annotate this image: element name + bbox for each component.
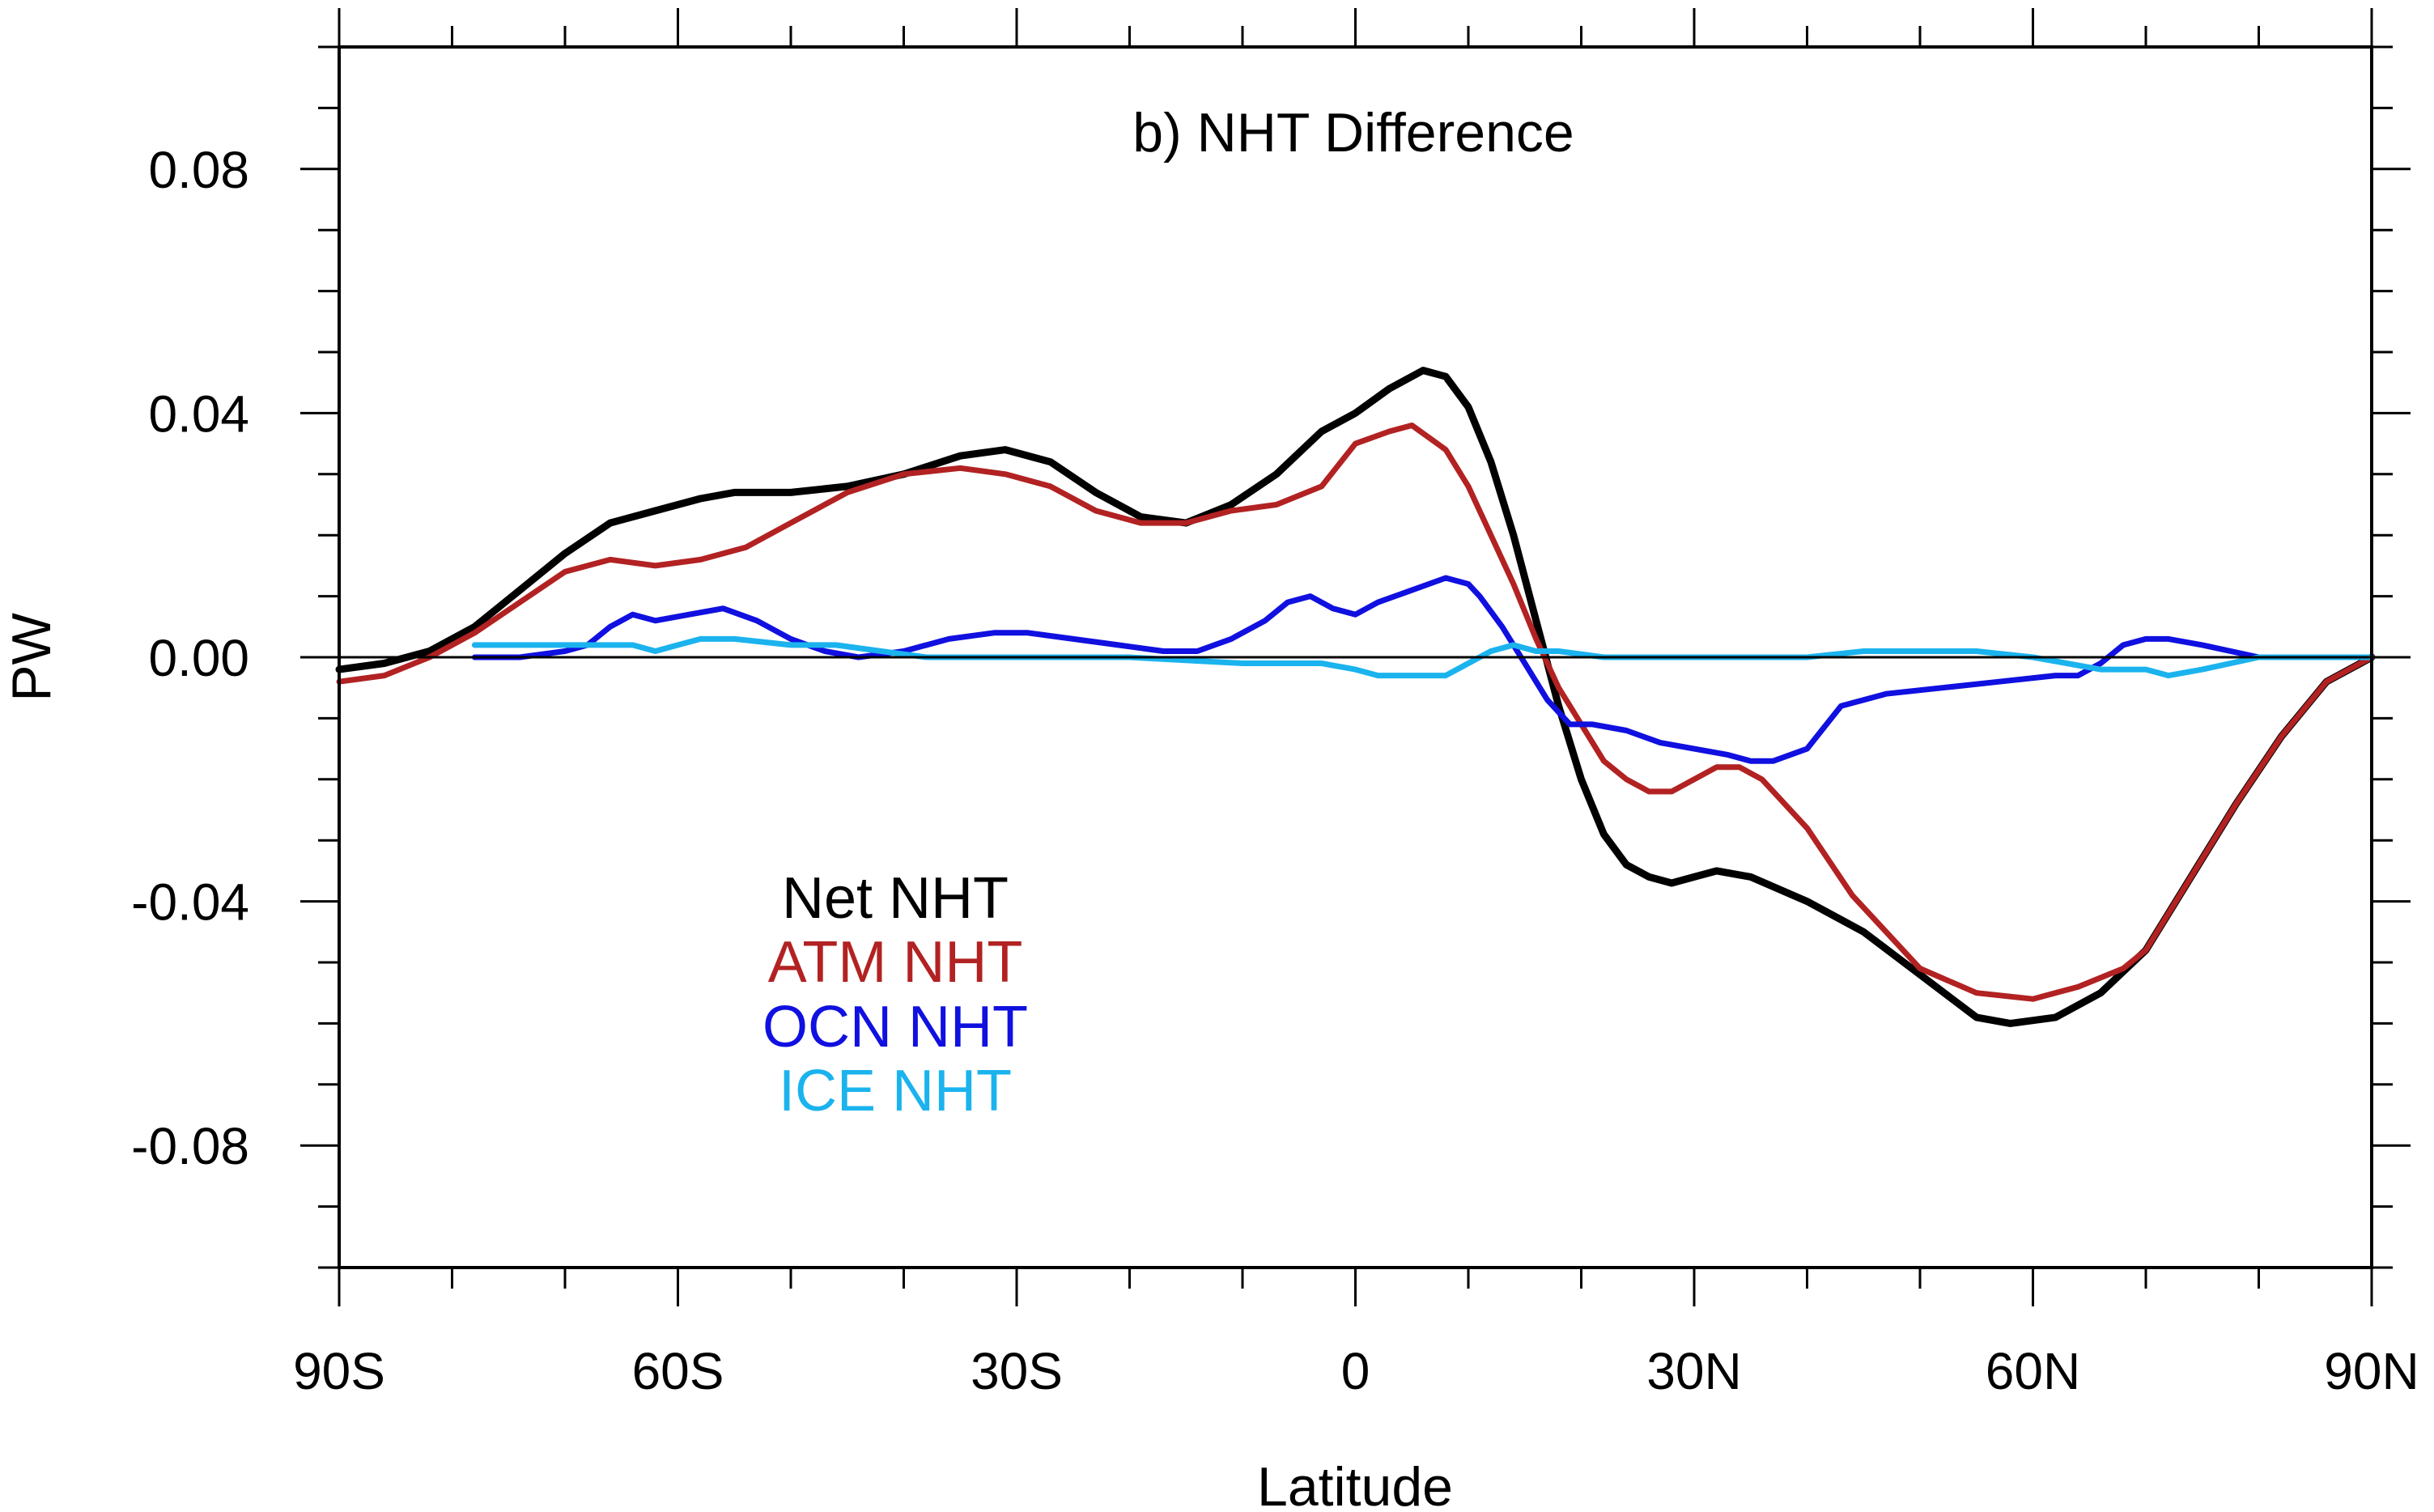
y-tick-label: 0.00 [148,629,249,687]
y-tick-label: -0.04 [131,873,249,932]
series-line-ocn-nht [471,575,2375,764]
series-line-atm-nht [336,423,2375,1002]
legend-entry-ice-nht: ICE NHT [779,1059,1012,1123]
series-line-net-nht [335,367,2376,1027]
chart-title: b) NHT Difference [1132,102,1574,164]
tick-layer: 90S 60S 30S 0 30N 60N 90N 0.08 0.04 0.00 -0.04 -0.0… [131,8,2419,1400]
series-line-ice-nht [471,635,2375,679]
x-tick-label: 30N [1646,1342,1741,1400]
y-tick-label: -0.08 [131,1117,249,1175]
x-tick-label: 90S [293,1342,385,1400]
x-tick-label: 30S [971,1342,1063,1400]
legend-entry-net-nht: Net NHT [782,866,1009,931]
x-tick-label: 0 [1341,1342,1370,1400]
x-tick-label: 60N [1986,1342,2080,1400]
x-tick-label: 90N [2324,1342,2419,1400]
x-axis-title: Latitude [1257,1456,1453,1512]
series-layer [335,367,2376,1027]
x-tick-label: 60S [632,1342,724,1400]
legend-entry-ocn-nht: OCN NHT [762,995,1028,1060]
y-axis-title: PW [1,613,62,702]
y-tick-label: 0.04 [148,384,249,443]
legend-entry-atm-nht: ATM NHT [768,930,1023,995]
legend: Net NHT ATM NHT OCN NHT ICE NHT [762,866,1028,1123]
y-tick-label: 0.08 [148,141,249,199]
